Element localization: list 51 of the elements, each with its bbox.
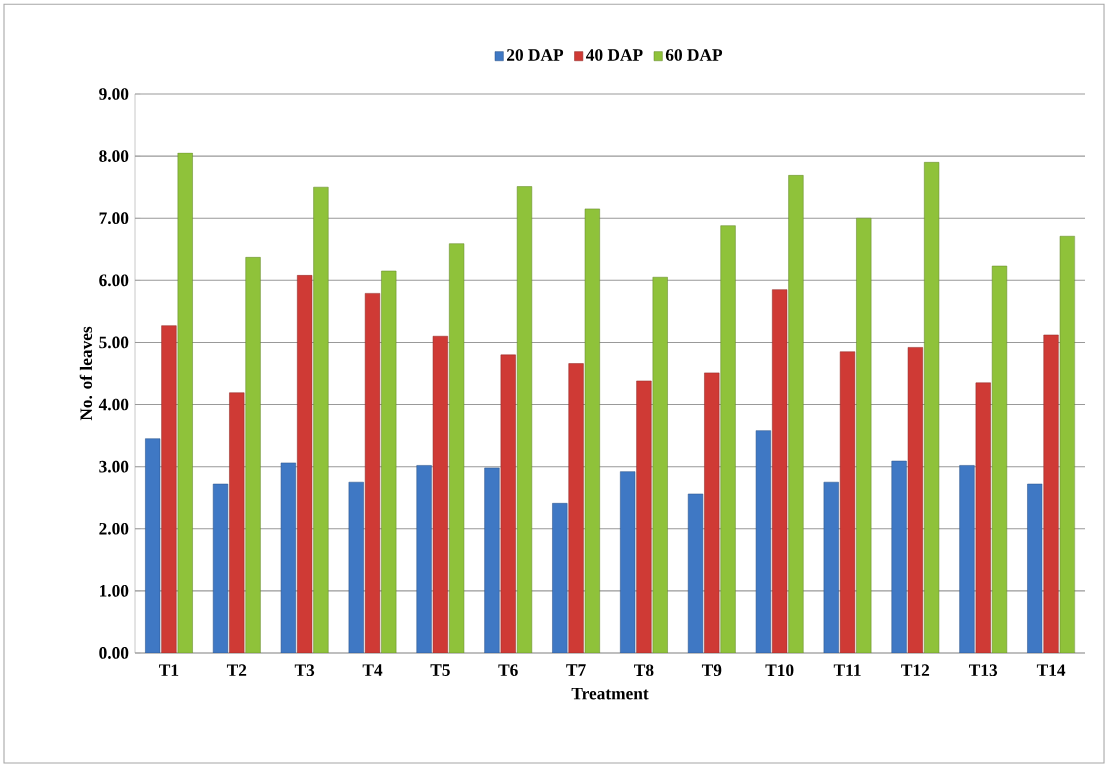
x-tick-label: T3 [294, 664, 315, 677]
bar [755, 430, 771, 653]
y-tick-label: 9.00 [99, 88, 129, 100]
bar [484, 467, 500, 653]
x-tick-label: T1 [159, 664, 179, 676]
legend-label: 60 DAP [665, 49, 723, 61]
x-tick-label: T12 [901, 664, 930, 676]
bar [687, 493, 704, 653]
y-tick-label: 8.00 [99, 150, 129, 163]
bar [416, 465, 432, 653]
x-tick-label: T6 [498, 664, 518, 677]
y-tick-label: 5.00 [99, 336, 129, 349]
bar [552, 503, 568, 653]
y-tick-label: 4.00 [98, 398, 129, 411]
bar [568, 363, 584, 653]
bar [245, 257, 261, 653]
x-tick-label: T2 [226, 664, 247, 676]
y-tick-label: 0.00 [99, 647, 129, 659]
bar [788, 175, 804, 653]
bar [145, 438, 161, 653]
x-tick-label: T10 [765, 664, 794, 677]
x-tick-label: T7 [566, 664, 586, 676]
x-tick-label: T9 [701, 664, 722, 677]
x-tick-label: T5 [430, 664, 450, 676]
y-tick-label: 6.00 [99, 274, 129, 287]
bar [1027, 483, 1043, 653]
bar [313, 186, 329, 653]
x-tick-label: T8 [634, 664, 654, 677]
legend-label: 40 DAP [586, 49, 643, 61]
legend-label: 20 DAP [507, 49, 564, 61]
bar [959, 465, 975, 653]
bar [636, 380, 652, 653]
bar [720, 225, 736, 653]
y-axis-title: No. of leaves [79, 326, 93, 421]
y-tick-label: 1.00 [100, 585, 129, 597]
bar [161, 325, 177, 653]
y-tick-label: 3.00 [99, 460, 129, 473]
bar [1043, 334, 1059, 653]
x-tick-label: T13 [969, 664, 998, 677]
bar [823, 481, 839, 653]
bar [348, 481, 364, 653]
bar [212, 483, 229, 653]
y-tick-label: 7.00 [99, 212, 129, 225]
x-axis-title: Treatment [571, 687, 649, 700]
bar [620, 471, 636, 653]
x-tick-label: T14 [1036, 664, 1066, 676]
x-tick-label: T11 [833, 664, 861, 676]
x-tick-label: T4 [362, 664, 383, 676]
y-tick-label: 2.00 [99, 522, 129, 535]
bar [891, 460, 907, 653]
bar [280, 462, 296, 653]
